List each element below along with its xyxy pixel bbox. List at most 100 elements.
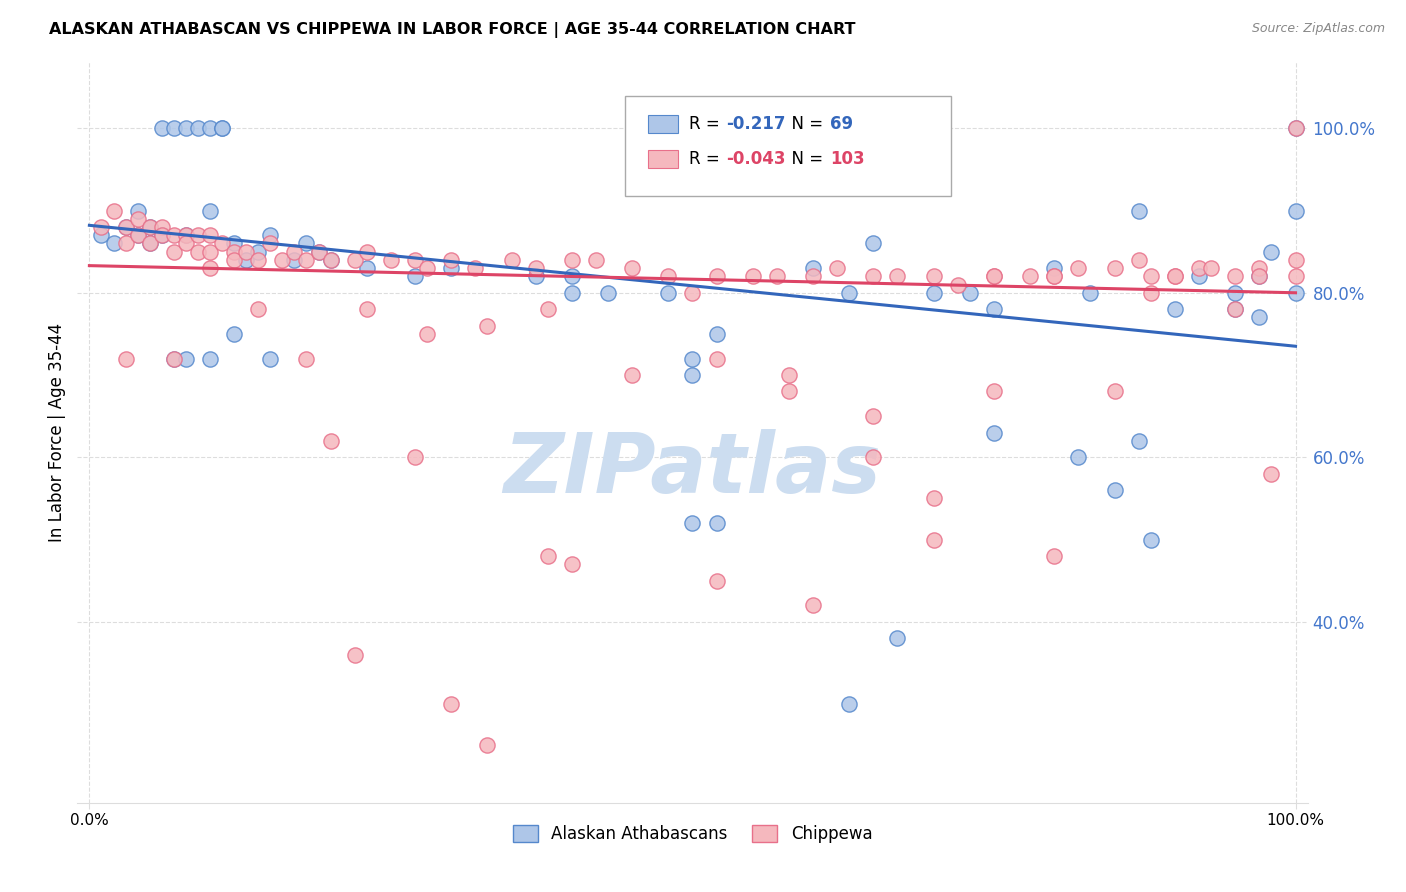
Point bbox=[247, 302, 270, 317]
Point bbox=[537, 549, 560, 563]
Point bbox=[416, 261, 439, 276]
Point bbox=[983, 269, 1005, 284]
Point bbox=[886, 269, 908, 284]
Text: -0.217: -0.217 bbox=[725, 115, 785, 133]
Point bbox=[1249, 261, 1271, 276]
Point bbox=[706, 516, 728, 530]
Point bbox=[224, 236, 246, 251]
Point bbox=[706, 574, 728, 588]
Point bbox=[682, 516, 704, 530]
Point bbox=[319, 252, 342, 267]
Point bbox=[356, 261, 378, 276]
Point bbox=[138, 236, 160, 251]
Point bbox=[1249, 269, 1271, 284]
Text: N =: N = bbox=[782, 150, 828, 168]
Point bbox=[862, 269, 884, 284]
Point bbox=[922, 269, 945, 284]
Point bbox=[127, 203, 149, 218]
Point bbox=[1164, 302, 1187, 317]
Point bbox=[103, 203, 125, 218]
Point bbox=[380, 252, 402, 267]
Text: 103: 103 bbox=[831, 150, 865, 168]
Point bbox=[138, 219, 160, 234]
Point bbox=[163, 228, 186, 243]
Point bbox=[1067, 450, 1090, 465]
Point bbox=[1225, 302, 1247, 317]
Point bbox=[150, 219, 173, 234]
Point bbox=[501, 252, 523, 267]
Point bbox=[356, 302, 378, 317]
Point bbox=[187, 228, 209, 243]
Point bbox=[235, 252, 257, 267]
Point bbox=[1104, 483, 1126, 498]
Point bbox=[1188, 269, 1211, 284]
Point bbox=[922, 533, 945, 547]
Point bbox=[114, 236, 136, 251]
FancyBboxPatch shape bbox=[624, 95, 950, 195]
Point bbox=[1225, 285, 1247, 300]
Point bbox=[224, 252, 246, 267]
Point bbox=[174, 351, 197, 366]
Point bbox=[1104, 261, 1126, 276]
Point bbox=[801, 599, 824, 613]
Point bbox=[1128, 434, 1150, 448]
Point bbox=[150, 228, 173, 243]
Point bbox=[838, 697, 860, 711]
Text: 69: 69 bbox=[831, 115, 853, 133]
Point bbox=[561, 269, 583, 284]
Point bbox=[1080, 285, 1102, 300]
Point bbox=[1260, 467, 1282, 481]
Point bbox=[247, 252, 270, 267]
Legend: Alaskan Athabascans, Chippewa: Alaskan Athabascans, Chippewa bbox=[506, 819, 879, 850]
Point bbox=[440, 697, 463, 711]
Point bbox=[90, 228, 112, 243]
Point bbox=[801, 261, 824, 276]
Point bbox=[343, 252, 366, 267]
Point bbox=[1128, 252, 1150, 267]
Text: -0.043: -0.043 bbox=[725, 150, 785, 168]
Point bbox=[1164, 269, 1187, 284]
Point bbox=[1249, 269, 1271, 284]
Point bbox=[163, 351, 186, 366]
Point bbox=[1249, 310, 1271, 325]
Point bbox=[1104, 384, 1126, 399]
Point bbox=[163, 121, 186, 136]
Point bbox=[114, 219, 136, 234]
Point bbox=[959, 285, 981, 300]
Point bbox=[922, 491, 945, 506]
Point bbox=[1225, 302, 1247, 317]
Point bbox=[1284, 121, 1306, 136]
Point bbox=[187, 244, 209, 259]
Point bbox=[308, 244, 330, 259]
Point bbox=[596, 285, 619, 300]
Point bbox=[477, 738, 499, 752]
Point bbox=[1284, 121, 1306, 136]
Text: R =: R = bbox=[689, 115, 724, 133]
Point bbox=[1188, 261, 1211, 276]
Point bbox=[825, 261, 848, 276]
Point bbox=[983, 269, 1005, 284]
Point bbox=[404, 450, 426, 465]
Text: ALASKAN ATHABASCAN VS CHIPPEWA IN LABOR FORCE | AGE 35-44 CORRELATION CHART: ALASKAN ATHABASCAN VS CHIPPEWA IN LABOR … bbox=[49, 22, 856, 38]
Point bbox=[127, 228, 149, 243]
Point bbox=[862, 450, 884, 465]
Point bbox=[440, 252, 463, 267]
Point bbox=[561, 285, 583, 300]
Point bbox=[922, 285, 945, 300]
Point bbox=[174, 236, 197, 251]
Point bbox=[114, 219, 136, 234]
Point bbox=[561, 252, 583, 267]
Point bbox=[319, 434, 342, 448]
Point bbox=[1139, 269, 1161, 284]
Point bbox=[114, 351, 136, 366]
Point bbox=[127, 228, 149, 243]
Point bbox=[682, 368, 704, 382]
Point bbox=[1019, 269, 1042, 284]
Point bbox=[404, 269, 426, 284]
Text: ZIPatlas: ZIPatlas bbox=[503, 429, 882, 510]
Point bbox=[862, 409, 884, 424]
Point bbox=[1139, 285, 1161, 300]
Point bbox=[1139, 533, 1161, 547]
Point bbox=[801, 269, 824, 284]
Point bbox=[283, 244, 305, 259]
